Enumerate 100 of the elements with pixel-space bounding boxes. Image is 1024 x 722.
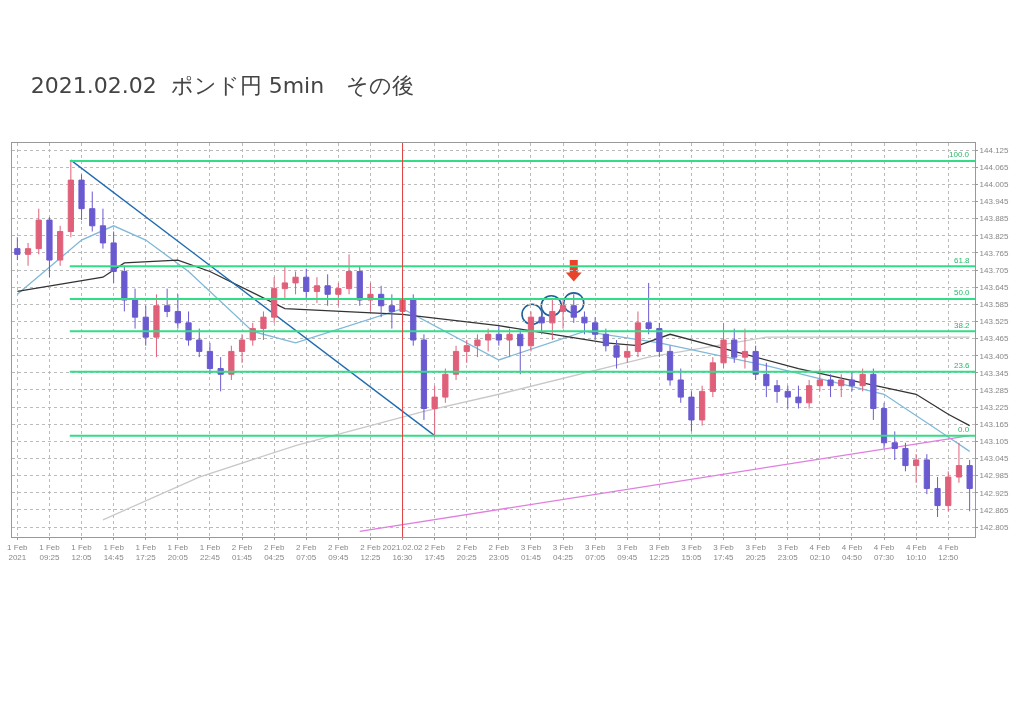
x-tick-label: 2021.02.02 16:30 xyxy=(382,542,424,562)
candlestick xyxy=(420,333,428,421)
candlestick xyxy=(870,368,877,421)
candlestick xyxy=(880,402,888,449)
x-tick-label: 2 Feb 01:45 xyxy=(231,542,253,562)
candlestick xyxy=(784,385,791,410)
candlestick xyxy=(527,310,535,352)
x-tick-label: 2 Feb 12:25 xyxy=(360,542,382,562)
candlestick xyxy=(517,328,524,375)
x-tick-label: 3 Feb 20:25 xyxy=(745,542,767,562)
candlestick xyxy=(110,231,117,284)
y-tick-label: 143.345 xyxy=(979,368,1010,378)
x-tick-label: 2 Feb 07:05 xyxy=(296,542,318,562)
candlestick xyxy=(238,333,246,364)
candlestick xyxy=(281,265,288,301)
y-tick-label: 144.005 xyxy=(979,180,1010,190)
y-tick-label: 143.465 xyxy=(979,334,1010,344)
candlestick xyxy=(271,276,278,324)
candlestick xyxy=(816,368,823,392)
x-tick-label: 1 Feb 2021 xyxy=(7,542,29,562)
x-tick-label: 3 Feb 12:25 xyxy=(649,542,671,562)
y-tick-label: 143.165 xyxy=(979,420,1010,430)
x-tick-label: 1 Feb 12:05 xyxy=(71,542,93,562)
line-series xyxy=(16,225,971,452)
candlestick xyxy=(452,345,460,381)
candlestick xyxy=(303,268,310,301)
chart-title: 2021.02.02 ポンド円 5min その後 xyxy=(30,72,415,98)
x-tick-label: 1 Feb 09:25 xyxy=(39,542,61,562)
y-tick-label: 142.985 xyxy=(979,471,1010,481)
y-tick-label: 143.885 xyxy=(979,214,1010,224)
candlestick xyxy=(709,356,716,398)
candlestick xyxy=(699,385,706,427)
candlestick xyxy=(613,339,620,370)
candlestick xyxy=(773,379,781,404)
x-tick-label: 2 Feb 09:45 xyxy=(328,542,350,562)
x-tick-label: 2 Feb 20:25 xyxy=(456,542,478,562)
candlestick xyxy=(827,373,834,398)
candlestick xyxy=(388,293,395,330)
candlestick xyxy=(859,368,866,392)
annotation: 0.0 xyxy=(958,425,970,434)
line-series xyxy=(16,259,971,427)
candlestick xyxy=(356,265,363,307)
x-tick-label: 1 Feb 20:05 xyxy=(167,542,189,562)
candlestick xyxy=(913,453,920,484)
candlestick xyxy=(131,288,139,330)
candlestick xyxy=(14,236,21,261)
y-tick-label: 143.405 xyxy=(979,351,1010,361)
y-tick-label: 143.645 xyxy=(979,282,1010,292)
candlestick xyxy=(345,253,353,295)
candlestick xyxy=(945,470,952,512)
x-tick-label: 3 Feb 07:05 xyxy=(584,542,606,562)
candlestick xyxy=(934,476,941,518)
candlestick xyxy=(78,173,85,221)
y-tick-label: 143.105 xyxy=(979,437,1010,447)
candlestick xyxy=(121,265,128,312)
candlestick xyxy=(474,333,481,358)
x-tick-label: 1 Feb 14:45 xyxy=(103,542,125,562)
y-tick-label: 143.945 xyxy=(979,197,1010,207)
candlestick xyxy=(902,442,909,472)
line-series xyxy=(102,336,971,521)
x-tick-label: 4 Feb 10:10 xyxy=(905,542,927,562)
candlestick xyxy=(506,328,513,358)
y-tick-label: 143.765 xyxy=(979,248,1010,258)
y-tick-label: 142.865 xyxy=(979,505,1010,515)
x-tick-label: 3 Feb 15:05 xyxy=(681,542,703,562)
candlestick xyxy=(206,342,214,375)
candlestick xyxy=(313,276,321,304)
candlestick xyxy=(335,282,342,307)
candlestick xyxy=(196,328,203,358)
candlestick xyxy=(763,362,770,398)
y-tick-label: 143.585 xyxy=(979,300,1010,310)
candlestick xyxy=(731,328,738,364)
candlestick xyxy=(431,385,438,438)
candlestick xyxy=(923,453,930,495)
candlestick xyxy=(485,328,492,352)
x-tick-label: 3 Feb 04:25 xyxy=(552,542,574,562)
x-tick-label: 2 Feb 23:05 xyxy=(488,542,510,562)
candlestick xyxy=(99,208,107,250)
x-tick-label: 1 Feb 22:45 xyxy=(199,542,221,562)
candlestick xyxy=(602,328,609,352)
x-tick-label: 4 Feb 04:50 xyxy=(841,542,863,562)
annotation: 61.8 xyxy=(954,256,971,265)
candlestick xyxy=(838,373,845,398)
x-tick-label: 3 Feb 23:05 xyxy=(777,542,799,562)
candlestick xyxy=(688,390,695,432)
candlestick xyxy=(806,379,813,410)
x-tick-label: 1 Feb 17:25 xyxy=(135,542,157,562)
candlestick xyxy=(174,293,181,330)
candlestick xyxy=(559,299,567,330)
candlestick xyxy=(549,299,556,341)
candlestick xyxy=(570,293,577,324)
candlestick xyxy=(741,328,749,370)
x-tick-label: 2 Feb 04:25 xyxy=(263,542,285,562)
candlestick xyxy=(164,288,171,318)
candlestick xyxy=(463,339,470,364)
x-tick-label: 4 Feb 02:10 xyxy=(809,542,831,562)
candlestick xyxy=(645,282,652,335)
candlestick xyxy=(955,442,963,484)
candlestick xyxy=(153,293,160,358)
candlestick xyxy=(89,191,96,233)
